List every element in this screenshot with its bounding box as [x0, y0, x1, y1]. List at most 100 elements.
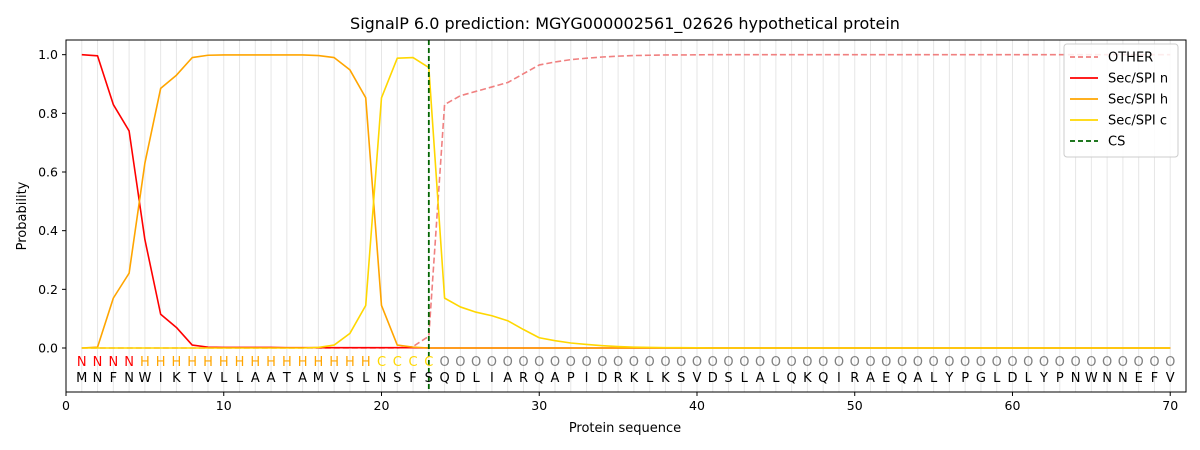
x-tick-label: 20: [374, 398, 390, 413]
region-label: O: [581, 355, 591, 370]
legend-entry: CS: [1108, 135, 1125, 150]
region-label: H: [203, 355, 213, 370]
x-tick-label: 0: [62, 398, 70, 413]
y-tick-label: 0.8: [38, 106, 58, 121]
legend-entry: Sec/SPI h: [1108, 93, 1168, 108]
sequence-letter: N: [1102, 371, 1112, 386]
x-tick-label: 40: [689, 398, 705, 413]
region-label: O: [471, 355, 481, 370]
region-label: N: [108, 355, 118, 370]
region-label: O: [913, 355, 923, 370]
sequence-letter: E: [1135, 371, 1143, 386]
sequence-letter: I: [159, 371, 163, 386]
plot-area: NMNNNFNNHWHIHKHTHVHLHLHAHAHTHAHMHVHSHLCN…: [38, 39, 1187, 413]
region-label: O: [629, 355, 639, 370]
legend-entry: Sec/SPI n: [1108, 72, 1168, 87]
sequence-letter: S: [346, 371, 354, 386]
legend-entry: OTHER: [1108, 51, 1153, 66]
region-label: O: [1086, 355, 1096, 370]
region-label: O: [597, 355, 607, 370]
region-label: O: [550, 355, 560, 370]
legend-entry: Sec/SPI c: [1108, 114, 1167, 129]
y-tick-label: 0.2: [38, 282, 58, 297]
region-label: O: [755, 355, 765, 370]
sequence-letter: E: [882, 371, 890, 386]
x-tick-label: 10: [216, 398, 232, 413]
y-tick-label: 0.0: [38, 341, 58, 356]
sequence-letter: D: [1007, 371, 1017, 386]
region-label: O: [455, 355, 465, 370]
sequence-letter: V: [1166, 371, 1175, 386]
region-label: O: [723, 355, 733, 370]
sequence-letter: W: [1085, 371, 1098, 386]
legend-box: [1063, 43, 1179, 158]
region-label: H: [172, 355, 182, 370]
sequence-letter: P: [567, 371, 575, 386]
chart-title: SignalP 6.0 prediction: MGYG000002561_02…: [350, 14, 900, 34]
region-label: O: [1149, 355, 1159, 370]
y-tick-label: 0.6: [38, 165, 58, 180]
sequence-letter: D: [455, 371, 465, 386]
sequence-letter: N: [93, 371, 103, 386]
region-label: O: [534, 355, 544, 370]
sequence-letter: Q: [439, 371, 449, 386]
region-label: O: [771, 355, 781, 370]
region-label: O: [708, 355, 718, 370]
sequence-letter: A: [267, 371, 276, 386]
region-label: O: [739, 355, 749, 370]
region-label: O: [1023, 355, 1033, 370]
region-label: H: [250, 355, 260, 370]
sequence-letter: F: [110, 371, 117, 386]
sequence-letter: M: [313, 371, 324, 386]
sequence-letter: K: [172, 371, 181, 386]
region-label: O: [787, 355, 797, 370]
region-label: O: [1165, 355, 1175, 370]
sequence-letter: I: [490, 371, 494, 386]
region-label: O: [503, 355, 513, 370]
sequence-letter: Y: [1039, 371, 1048, 386]
sequence-letter: I: [585, 371, 589, 386]
region-label: N: [77, 355, 87, 370]
region-label: O: [881, 355, 891, 370]
sequence-letter: M: [76, 371, 87, 386]
sequence-letter: K: [803, 371, 812, 386]
region-label: C: [393, 355, 402, 370]
region-label: O: [992, 355, 1002, 370]
region-label: O: [802, 355, 812, 370]
region-label: O: [1102, 355, 1112, 370]
region-label: H: [361, 355, 371, 370]
region-label: O: [1039, 355, 1049, 370]
region-label: H: [156, 355, 166, 370]
y-tick-label: 0.4: [38, 223, 58, 238]
region-label: O: [645, 355, 655, 370]
sequence-letter: A: [251, 371, 260, 386]
x-tick-label: 60: [1005, 398, 1021, 413]
sequence-letter: A: [503, 371, 512, 386]
region-label: H: [314, 355, 324, 370]
region-label: O: [865, 355, 875, 370]
region-label: H: [329, 355, 339, 370]
region-label: H: [266, 355, 276, 370]
region-label: H: [282, 355, 292, 370]
sequence-letter: A: [298, 371, 307, 386]
sequence-letter: L: [236, 371, 244, 386]
sequence-letter: L: [741, 371, 749, 386]
region-label: H: [140, 355, 150, 370]
sequence-letter: T: [187, 371, 196, 386]
sequence-letter: L: [772, 371, 780, 386]
sequence-letter: K: [630, 371, 639, 386]
sequence-letter: S: [677, 371, 685, 386]
region-label: O: [1007, 355, 1017, 370]
sequence-letter: S: [724, 371, 732, 386]
axes-frame: [65, 39, 1187, 393]
region-label: O: [1118, 355, 1128, 370]
sequence-letter: Y: [944, 371, 953, 386]
sequence-letter: I: [837, 371, 841, 386]
sequence-letter: K: [661, 371, 670, 386]
region-label: O: [1134, 355, 1144, 370]
x-tick-label: 30: [531, 398, 547, 413]
region-label: O: [960, 355, 970, 370]
sequence-letter: A: [756, 371, 765, 386]
sequence-letter: L: [473, 371, 481, 386]
